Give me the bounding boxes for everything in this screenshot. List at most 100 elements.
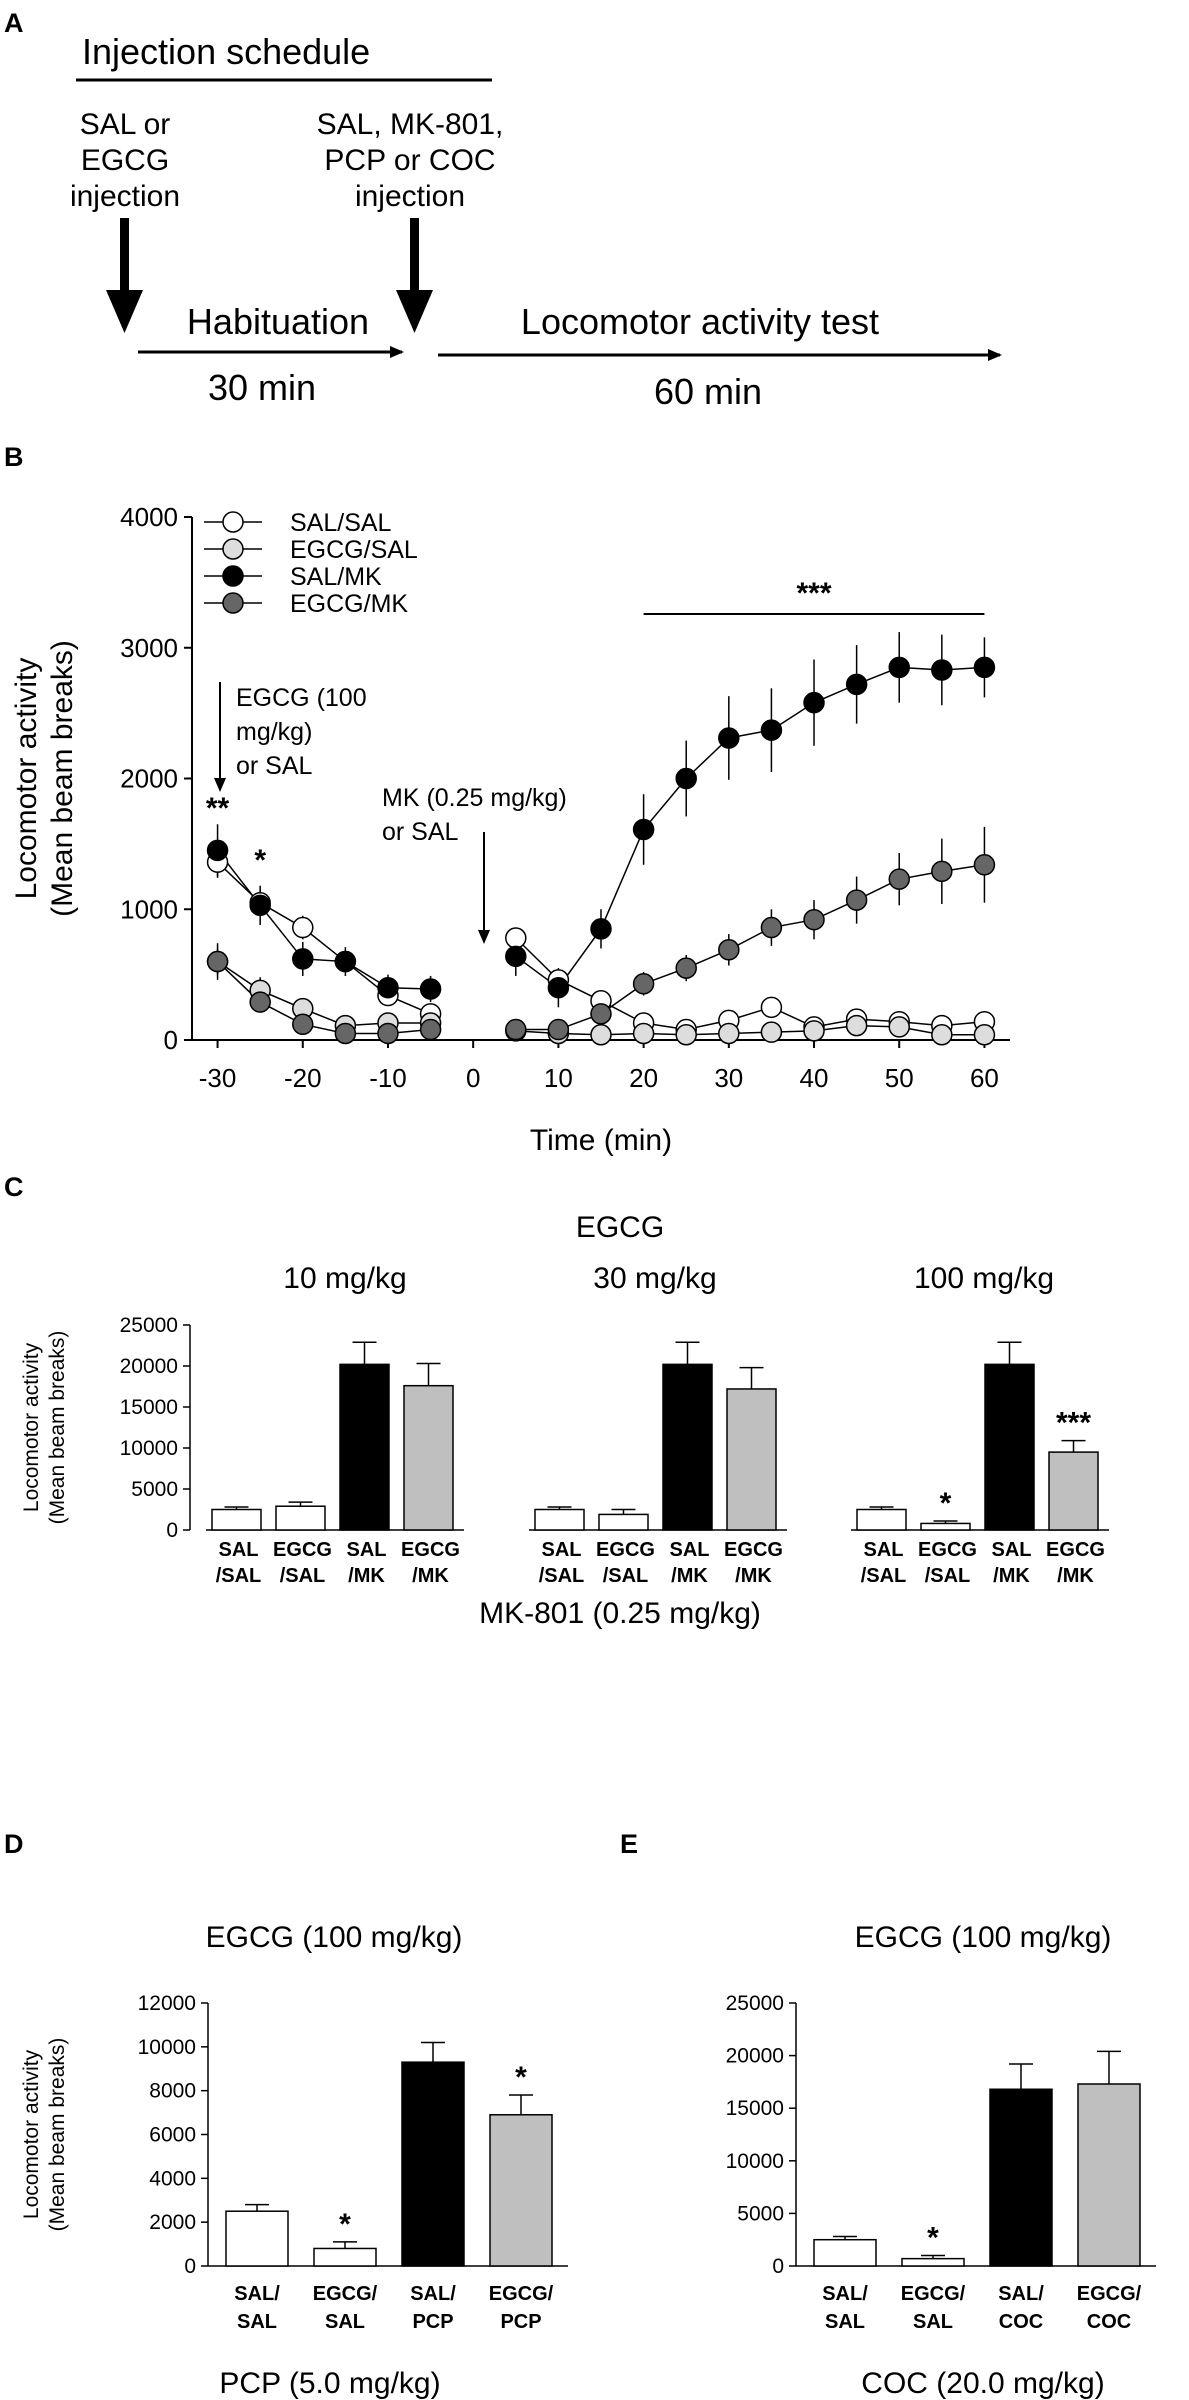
series-line-EGCG/SAL (515, 1024, 985, 1036)
bar-category-label-line-2: /SAL (861, 1565, 907, 1587)
bar-category-label-line-2: SAL (325, 2311, 365, 2333)
x-tick-label: 40 (800, 1063, 829, 1093)
egcg-injection-note: or SAL (236, 752, 313, 780)
data-point-SAL/MK (675, 767, 697, 790)
panel-d-letter: D (4, 1829, 24, 1859)
legend-label: EGCG/SAL (290, 536, 418, 564)
bar (920, 1522, 971, 1531)
data-point-EGCG/MK (249, 991, 271, 1013)
bar (726, 1388, 777, 1531)
y-tick-label: 20000 (120, 1355, 178, 1378)
data-point-SAL/MK (334, 950, 357, 973)
x-tick-label: -20 (284, 1063, 322, 1093)
bar-category-label-line-2: SAL (825, 2311, 865, 2333)
y-tick-label: 0 (772, 2255, 784, 2278)
y-axis-title-line-1: Locomotor activity (20, 2049, 43, 2219)
data-point-EGCG/SAL (632, 1022, 655, 1045)
bar-category-label-line-1: SAL (219, 1539, 259, 1561)
bar-category-label-line-1: EGCG (273, 1539, 332, 1561)
x-tick-label: 50 (885, 1063, 914, 1093)
significance-star: *** (797, 577, 832, 610)
x-tick-label: -10 (369, 1063, 407, 1093)
panel-c-letter: C (4, 1172, 24, 1202)
significance-star: *** (1056, 1407, 1091, 1440)
data-point-SAL/MK (590, 918, 612, 940)
data-point-EGCG/MK (505, 1018, 527, 1041)
legend-label: SAL/SAL (290, 509, 392, 537)
y-tick-label: 4000 (149, 2167, 196, 2190)
data-point-EGCG/SAL (675, 1024, 697, 1046)
data-point-SAL/SAL (292, 916, 314, 939)
data-point-SAL/MK (505, 945, 527, 968)
data-point-EGCG/MK (419, 1018, 442, 1041)
data-point-EGCG/MK (547, 1018, 570, 1041)
first-injection-line-2: EGCG (81, 144, 169, 177)
bar-category-label-line-1: SAL/ (822, 2283, 868, 2305)
data-point-EGCG/MK (206, 950, 229, 973)
data-point-EGCG/MK (973, 854, 996, 876)
data-point-SAL/SAL (760, 996, 783, 1019)
bar-category-label-line-2: /SAL (280, 1565, 326, 1587)
legend-marker (222, 592, 244, 614)
data-point-EGCG/MK (845, 889, 868, 911)
x-tick-label: 20 (629, 1063, 658, 1093)
panel-c-dose-10: 10 mg/kg (283, 1262, 406, 1295)
bar (1077, 2083, 1141, 2267)
bar (489, 2114, 553, 2267)
data-point-EGCG/SAL (718, 1022, 740, 1045)
y-tick-label: 12000 (138, 1992, 196, 2015)
data-point-EGCG/SAL (590, 1024, 612, 1046)
second-injection-label: SAL, MK-801, PCP or COC injection (317, 108, 504, 213)
data-point-SAL/MK (803, 691, 825, 714)
bar-category-label-line-1: EGCG (1046, 1539, 1105, 1561)
y-tick-label: 2000 (149, 2211, 196, 2234)
bar-category-label-line-1: EGCG (724, 1539, 783, 1561)
y-tick-label: 2000 (120, 764, 178, 794)
second-injection-line-2: PCP or COC (324, 144, 495, 177)
second-injection-line-1: SAL, MK-801, (317, 108, 504, 141)
y-axis-title-line-2: (Mean beam breaks) (46, 2038, 69, 2232)
bar (813, 2238, 877, 2267)
panel-a: A Injection schedule SAL or EGCG injecti… (4, 8, 1002, 412)
bar-category-label-line-1: EGCG/ (313, 2283, 378, 2305)
test-time: 60 min (654, 371, 762, 412)
y-tick-label: 0 (164, 1025, 178, 1055)
bar (901, 2257, 965, 2267)
bar-category-label-line-1: SAL (347, 1539, 387, 1561)
y-tick-label: 1000 (120, 894, 178, 924)
y-axis-title-line-2: (Mean beam breaks) (46, 640, 79, 917)
bar-category-label-line-2: SAL (237, 2311, 277, 2333)
chart-title: EGCG (100 mg/kg) (855, 1921, 1112, 1954)
bar (534, 1508, 585, 1531)
bar-category-label-line-1: SAL (670, 1539, 710, 1561)
bar-category-label-line-2: COC (1087, 2311, 1131, 2333)
significance-star: * (254, 844, 266, 877)
y-tick-label: 8000 (149, 2080, 196, 2103)
y-tick-label: 4000 (120, 502, 178, 532)
bar-category-label-line-2: /MK (1057, 1565, 1094, 1587)
bar-category-label-line-1: SAL/ (234, 2283, 280, 2305)
legend-label: SAL/MK (290, 563, 382, 591)
data-point-SAL/MK (377, 976, 399, 999)
chart-title: EGCG (100 mg/kg) (206, 1921, 463, 1954)
bar-category-label-line-1: EGCG/ (901, 2283, 966, 2305)
bar (856, 1508, 907, 1531)
data-point-EGCG/SAL (888, 1016, 910, 1038)
bar (403, 1384, 454, 1531)
data-point-SAL/MK (419, 978, 442, 1000)
mk-injection-note: MK (0.25 mg/kg) (382, 784, 567, 812)
data-point-EGCG/SAL (931, 1024, 953, 1046)
y-axis-title-line-1: Locomotor activity (10, 658, 43, 900)
data-point-EGCG/SAL (973, 1024, 996, 1046)
data-point-SAL/MK (931, 659, 953, 681)
data-point-EGCG/MK (718, 939, 740, 961)
y-tick-label: 5000 (737, 2202, 784, 2225)
y-tick-label: 6000 (149, 2124, 196, 2147)
x-tick-label: -30 (199, 1063, 237, 1093)
data-point-EGCG/SAL (845, 1014, 868, 1037)
data-point-EGCG/MK (760, 916, 783, 939)
panel-e-bar-chart: 0 5000 10000 15000 20000 25000 EGCG (100 mg/kg… (726, 1921, 1156, 2400)
panel-c-dose-100: 100 mg/kg (914, 1262, 1054, 1295)
x-tick-label: 0 (466, 1063, 480, 1093)
data-point-SAL/MK (760, 719, 783, 741)
